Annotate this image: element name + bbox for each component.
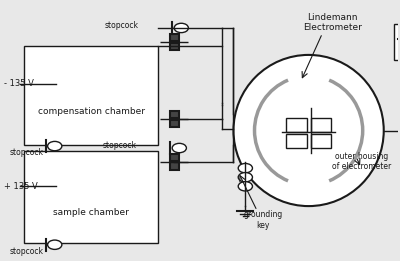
Bar [170, 34, 178, 41]
Circle shape [174, 23, 188, 33]
Text: Electrometer: Electrometer [303, 23, 362, 32]
Bar [286, 118, 307, 132]
Bar [24, 46, 158, 145]
Circle shape [238, 163, 252, 173]
Bar [170, 154, 178, 161]
Text: stopcock: stopcock [102, 141, 136, 150]
Text: compensation chamber: compensation chamber [38, 106, 145, 116]
Bar [394, 24, 400, 60]
Bar [170, 111, 178, 118]
Bar [310, 118, 331, 132]
Circle shape [48, 240, 62, 250]
Text: stopcock: stopcock [104, 21, 138, 30]
Bar [170, 162, 178, 170]
Text: stopcock: stopcock [10, 247, 44, 256]
Text: stopcock: stopcock [10, 148, 44, 157]
Circle shape [238, 182, 252, 191]
Text: - 135 V: - 135 V [4, 79, 34, 88]
Bar [286, 134, 307, 148]
Text: Lindemann: Lindemann [307, 13, 358, 22]
Circle shape [172, 143, 186, 153]
Bar [170, 43, 178, 50]
Circle shape [238, 173, 252, 182]
Ellipse shape [234, 55, 384, 206]
Bar [24, 151, 158, 244]
Text: sample chamber: sample chamber [53, 209, 129, 217]
Text: outer housing
of electrometer: outer housing of electrometer [332, 152, 392, 171]
Text: grounding
key: grounding key [244, 210, 283, 230]
Circle shape [48, 141, 62, 151]
Bar [310, 134, 331, 148]
Bar [170, 120, 178, 127]
Text: + 135 V: + 135 V [4, 182, 38, 191]
